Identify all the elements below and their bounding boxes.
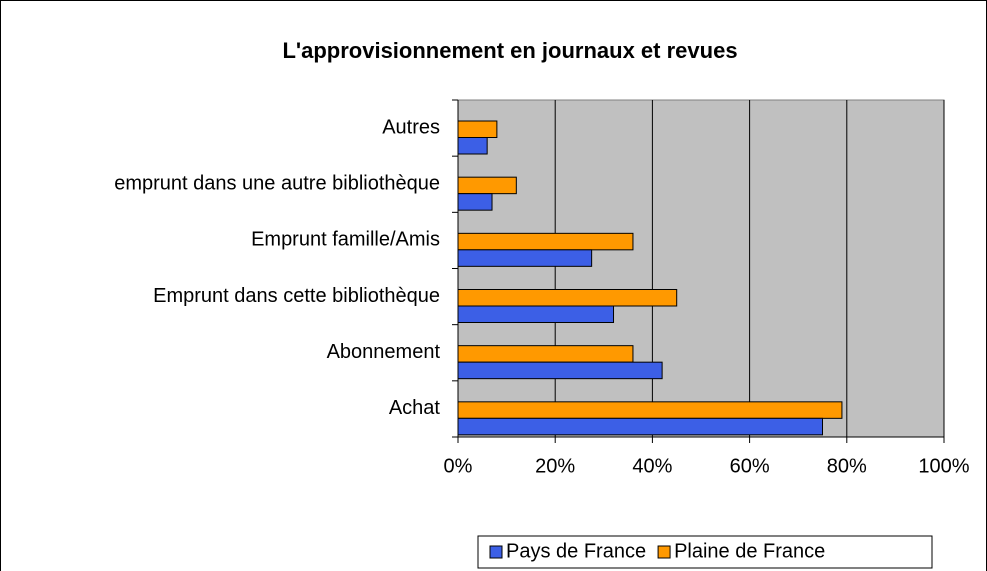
x-tick-label: 0% xyxy=(444,455,473,477)
legend-label: Pays de France xyxy=(506,540,646,562)
y-tick-label: Autres xyxy=(382,116,440,138)
x-tick-label: 40% xyxy=(632,455,672,477)
chart-title: L'approvisionnement en journaux et revue… xyxy=(282,38,737,63)
y-tick-label: Emprunt dans cette bibliothèque xyxy=(153,285,440,307)
x-tick-label: 60% xyxy=(730,455,770,477)
bar xyxy=(457,345,634,363)
bar xyxy=(457,120,498,138)
legend-box xyxy=(477,535,933,569)
bar xyxy=(457,305,615,323)
bar xyxy=(457,232,634,251)
y-tick-label: Emprunt famille/Amis xyxy=(251,229,440,251)
bar xyxy=(457,176,517,195)
y-tick-label: emprunt dans une autre bibliothèque xyxy=(114,173,440,195)
y-tick-label: Achat xyxy=(389,397,441,419)
x-tick-label: 100% xyxy=(918,455,969,477)
x-tick-label: 20% xyxy=(535,455,575,477)
x-tick-label: 80% xyxy=(827,455,867,477)
bar xyxy=(457,361,663,380)
bar xyxy=(457,249,593,267)
legend-label: Plaine de France xyxy=(674,540,825,562)
legend-swatch xyxy=(489,545,503,559)
bar xyxy=(457,289,678,307)
bar xyxy=(457,401,843,419)
plot-area xyxy=(457,99,945,438)
bar xyxy=(457,137,488,155)
legend-swatch xyxy=(657,545,671,559)
bar xyxy=(457,417,823,436)
bar xyxy=(457,193,493,211)
y-tick-label: Abonnement xyxy=(327,341,441,363)
